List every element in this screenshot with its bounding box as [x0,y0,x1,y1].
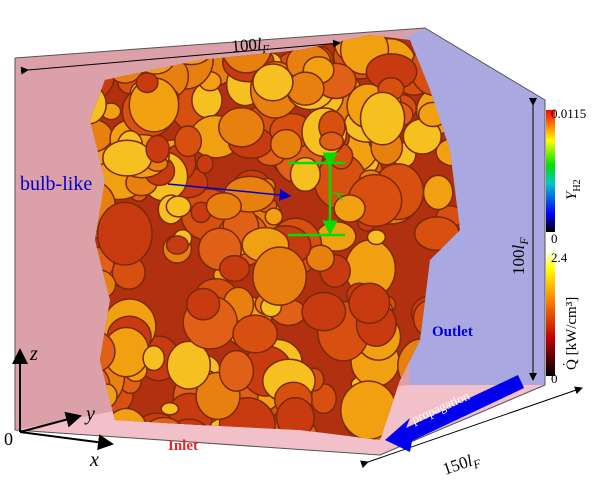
flame-cell [422,174,454,211]
depth-length-label: 150lF [440,448,483,481]
axes-triad [12,348,114,451]
flame-cell [160,401,180,416]
symbol: l [509,245,528,250]
flame-cell [135,72,159,94]
right-length-label: 100lF [509,237,531,275]
flame-cell [205,192,242,221]
symbol: l [464,451,475,471]
propagation-arrow [385,375,524,452]
number: 100 [509,250,528,276]
z-axis-label: z [29,343,38,365]
flame-cell [125,35,147,52]
flame-cell [145,134,170,164]
flame-cell [264,207,284,226]
flame-cell [318,131,345,151]
box-edge [14,27,546,456]
colorbar-max: 2.4 [551,250,568,265]
origin-label: 0 [4,429,13,449]
flame-cell [218,254,251,283]
colorbar-min: 0 [551,231,558,246]
flame-cell [218,349,255,392]
flame-cell [142,344,166,372]
dimension-line [360,386,583,469]
number: 100 [231,35,258,56]
flame-cell [196,154,214,174]
flame-cell [252,246,308,306]
subscript: F [517,237,531,246]
x-axis-label: x [89,449,99,471]
subscript: H2 [572,179,583,191]
flame-cell [166,340,212,390]
flame-cell [232,314,279,354]
flame-cell [165,235,189,255]
flame-cell [301,291,347,332]
y-axis-label: y [84,403,95,425]
dimension-line [20,39,341,75]
outlet-label: Outlet [432,324,473,340]
wavelength-marker [288,152,345,237]
bulb-arrow [167,183,292,201]
subscript: F [261,42,271,57]
flame-cell [218,107,265,148]
colorbar-heat-release [546,250,555,376]
flame-cell [348,282,391,325]
flame-cell [289,156,321,192]
flame-cell [305,244,335,273]
bulb-label: bulb-like [20,173,92,195]
symbol: l [256,34,263,53]
colorbar-min: 0 [551,371,558,386]
flame-surface [90,35,460,440]
flame-cell [359,91,406,146]
colorbar-h2 [546,110,555,232]
flame-cell [174,125,203,158]
flame-cell [252,63,294,102]
flame-cell [366,229,387,246]
colorbar-h2-label: YH2 [564,179,583,200]
inlet-label: Inlet [168,438,198,454]
flame-cell [102,139,153,177]
flame-cell [96,201,153,266]
flame-cell [269,128,303,160]
top-length-label: 100lF [231,34,271,59]
symbol: Y [564,190,580,200]
flame-cell [186,287,221,321]
colorbar-max: 0.0115 [551,106,586,121]
flame-cell [165,195,192,218]
colorbar-heat-label: Q̇ [kW/cm³] [563,297,580,370]
